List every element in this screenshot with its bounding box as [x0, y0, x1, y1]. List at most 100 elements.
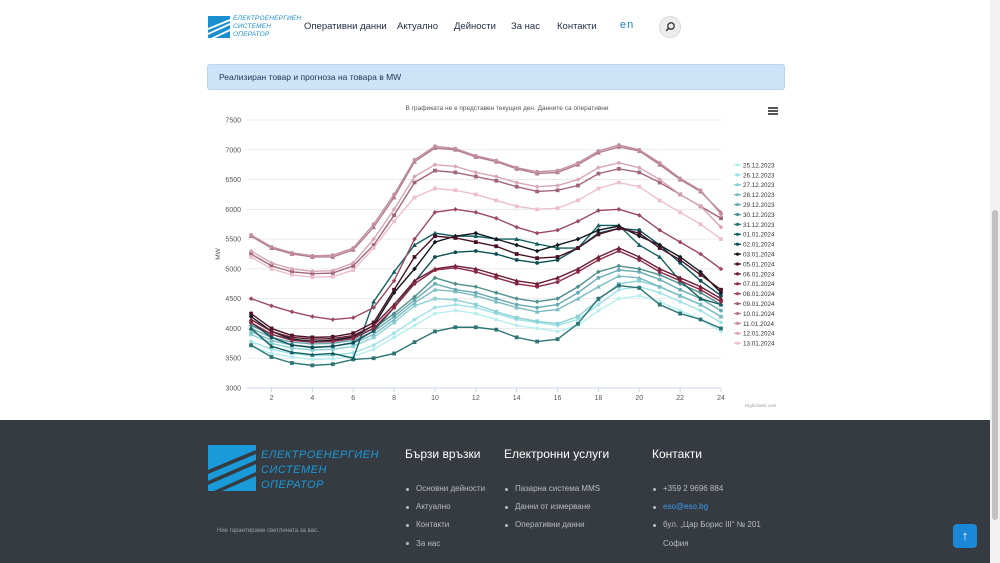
data-point [412, 195, 417, 200]
data-point [637, 269, 642, 274]
footer-logo-line-3: ОПЕРАТОР [261, 479, 324, 491]
x-tick-label: 16 [554, 395, 562, 402]
legend-label: 10.01.2024 [743, 311, 775, 318]
data-point [309, 336, 315, 342]
data-point [575, 177, 581, 182]
data-point [514, 242, 519, 248]
scrollbar-thumb[interactable] [992, 210, 998, 520]
nav-activities[interactable]: Дейности [454, 21, 496, 32]
service-operational-data[interactable]: Оперативни данни [505, 520, 600, 538]
data-point [269, 335, 274, 340]
site-logo[interactable]: ЕЛЕКТРОЕНЕРГИЕН СИСТЕМЕН ОПЕРАТОР [208, 14, 301, 40]
data-point [391, 317, 397, 322]
data-point [657, 227, 663, 233]
data-point [290, 250, 294, 255]
service-mms[interactable]: Пазарна система MMS [505, 484, 600, 502]
data-point [698, 290, 703, 296]
data-point [514, 335, 519, 340]
quick-link-news[interactable]: Актуално [406, 502, 485, 520]
data-point [391, 311, 397, 316]
data-point [310, 275, 315, 280]
data-point [371, 243, 376, 247]
data-point [269, 264, 274, 268]
nav-contacts[interactable]: Контакти [557, 21, 597, 32]
legend-label: 13.01.2024 [743, 341, 775, 348]
data-point [514, 302, 519, 307]
chart-svg: В графиката не е представен текущия ден.… [215, 105, 775, 402]
data-point [473, 192, 478, 197]
data-point [392, 287, 397, 292]
data-point [534, 281, 540, 286]
footer-logo-line-1: ЕЛЕКТРОЕНЕРГИЕН [261, 449, 379, 461]
footer-logo[interactable]: ЕЛЕКТРОЕНЕРГИЕН СИСТЕМЕН ОПЕРАТОР [208, 445, 388, 495]
chart-credits[interactable]: Highcharts.com [745, 403, 777, 408]
data-point [575, 296, 581, 301]
data-point [473, 302, 478, 307]
data-point [534, 299, 540, 304]
data-point [473, 174, 478, 179]
page-scrollbar[interactable] [990, 0, 1000, 563]
data-point [269, 244, 274, 249]
logo-line-1: ЕЛЕКТРОЕНЕРГИЕН [233, 15, 302, 22]
search-button[interactable] [659, 16, 681, 38]
data-point [269, 355, 274, 359]
quick-links-title: Бързи връзки [405, 447, 481, 461]
contact-city: София [663, 538, 689, 548]
contact-email[interactable]: eso@eso.bg [653, 502, 761, 520]
legend-label: 25.12.2023 [743, 162, 775, 169]
data-point [535, 256, 540, 261]
data-point [473, 210, 479, 215]
data-point [412, 180, 417, 185]
data-point [289, 309, 295, 315]
data-point [249, 332, 253, 337]
chart-panel-title: Реализиран товар и прогноза на товара в … [219, 72, 402, 82]
data-point [392, 213, 397, 218]
quick-link-contacts[interactable]: Контакти [406, 520, 485, 538]
data-point [350, 315, 356, 321]
chart-menu-icon[interactable] [768, 107, 778, 115]
language-switch[interactable]: en [620, 19, 635, 31]
data-point [677, 299, 683, 304]
data-point [698, 287, 703, 292]
data-point [453, 308, 458, 313]
data-point [555, 329, 560, 334]
quick-link-about[interactable]: За нас [406, 539, 485, 557]
data-point [330, 356, 335, 361]
data-point [432, 210, 438, 215]
nav-news[interactable]: Актуално [397, 21, 439, 32]
x-tick-label: 18 [595, 395, 603, 402]
data-point [248, 329, 254, 334]
legend-marker [735, 203, 740, 207]
data-point [718, 296, 724, 301]
service-metering[interactable]: Данни от измерване [505, 502, 600, 520]
scroll-to-top-button[interactable]: ↑ [953, 524, 977, 548]
data-point [453, 297, 458, 302]
data-point [535, 169, 540, 174]
data-point [494, 309, 499, 314]
data-point [616, 268, 621, 272]
series-line [250, 208, 722, 321]
data-point [698, 222, 703, 227]
data-point [412, 340, 417, 345]
data-point [412, 242, 417, 247]
legend-label: 01.01.2024 [743, 232, 775, 239]
quick-link-main-activities[interactable]: Основни дейности [406, 484, 485, 502]
data-point [719, 212, 723, 216]
nav-about[interactable]: За нас [511, 21, 540, 32]
data-point [657, 277, 662, 282]
data-point [371, 299, 377, 304]
data-point [269, 343, 274, 349]
x-tick-label: 20 [635, 395, 643, 402]
data-point [637, 293, 642, 298]
data-point [289, 349, 295, 355]
data-point [249, 252, 253, 256]
logo-text: ЕЛЕКТРОЕНЕРГИЕН СИСТЕМЕН ОПЕРАТОР [233, 15, 301, 39]
contact-phone[interactable]: +359 2 9696 884 [653, 484, 761, 502]
data-point [514, 180, 519, 185]
data-point [636, 266, 642, 272]
data-point [677, 293, 683, 298]
data-point [514, 278, 520, 283]
nav-operational-data[interactable]: Оперативни данни [304, 21, 387, 32]
data-point [371, 335, 376, 340]
data-point [596, 258, 601, 262]
